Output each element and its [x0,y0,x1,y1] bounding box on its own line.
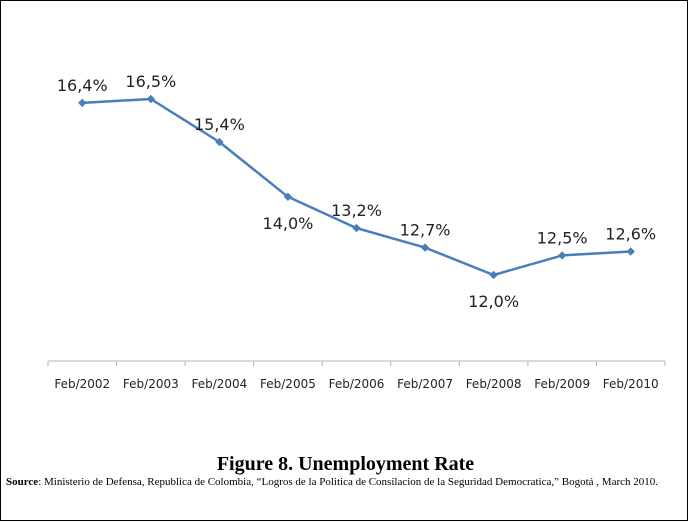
x-tick-label: Feb/2006 [329,377,385,391]
x-tick-label: Feb/2002 [54,377,110,391]
data-label: 16,4% [57,76,108,95]
line-chart: 16,4% 16,5% 15,4% 14,0% 13,2% 12,7% 12,0% 12,5%… [47,72,666,391]
data-label: 14,0% [263,214,314,233]
data-point-marker [215,137,224,147]
data-point-marker [557,251,567,260]
source-text: : Ministerio de Defensa, Republica de Co… [38,476,658,488]
data-label: 16,5% [125,72,176,91]
data-label: 12,0% [468,292,519,311]
data-point-marker [489,270,498,280]
data-labels: 16,4% 16,5% 15,4% 14,0% 13,2% 12,7% 12,0% 12,5%… [57,72,656,311]
data-label: 12,5% [537,228,588,247]
data-label: 13,2% [331,201,382,220]
x-tick-label: Feb/2007 [397,377,453,391]
data-point-marker [352,223,361,233]
data-point-marker [420,243,430,252]
x-tick-label: Feb/2004 [191,377,247,391]
data-label: 12,6% [605,225,656,244]
x-tick-labels: Feb/2002 Feb/2003 Feb/2004 Feb/2005 Feb/2006… [54,377,658,391]
x-tick-label: Feb/2010 [603,377,659,391]
data-label: 15,4% [194,115,245,134]
series-line-unemployment [82,97,631,277]
series-markers [78,94,635,280]
data-label: 12,7% [400,221,451,240]
data-point-marker [626,247,635,256]
x-axis-ticks [47,361,666,366]
x-tick-label: Feb/2003 [123,377,179,391]
data-point-marker [78,98,87,108]
source-label: Source [6,476,39,488]
x-tick-label: Feb/2005 [260,377,316,391]
data-point-marker [283,192,293,201]
source-note: Source: Ministerio de Defensa, Republica… [6,475,686,490]
x-tick-label: Feb/2009 [534,377,590,391]
data-point-marker [146,94,156,104]
x-tick-label: Feb/2008 [466,377,522,391]
figure-caption: Figure 8. Unemployment Rate [216,453,475,475]
